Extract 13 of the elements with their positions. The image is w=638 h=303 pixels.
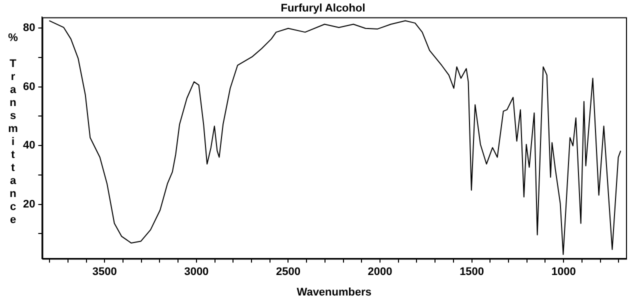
- y-tick-label: 40: [22, 140, 36, 152]
- x-axis-title: Wavenumbers: [296, 286, 372, 298]
- y-tick-label: 80: [22, 22, 36, 34]
- chart-title: Furfuryl Alcohol: [280, 2, 366, 15]
- y-tick-label: 20: [22, 198, 36, 210]
- y-axis-title: % Transmittance: [6, 32, 20, 227]
- x-tick-label: 2500: [276, 266, 300, 278]
- x-tick-label: 3000: [184, 266, 209, 278]
- y-tick-label: 60: [22, 80, 36, 93]
- x-tick-label: 1000: [551, 266, 576, 278]
- x-tick-label: 2000: [368, 266, 392, 278]
- x-tick-label: 3500: [92, 266, 117, 278]
- x-tick-label: 1500: [460, 266, 484, 278]
